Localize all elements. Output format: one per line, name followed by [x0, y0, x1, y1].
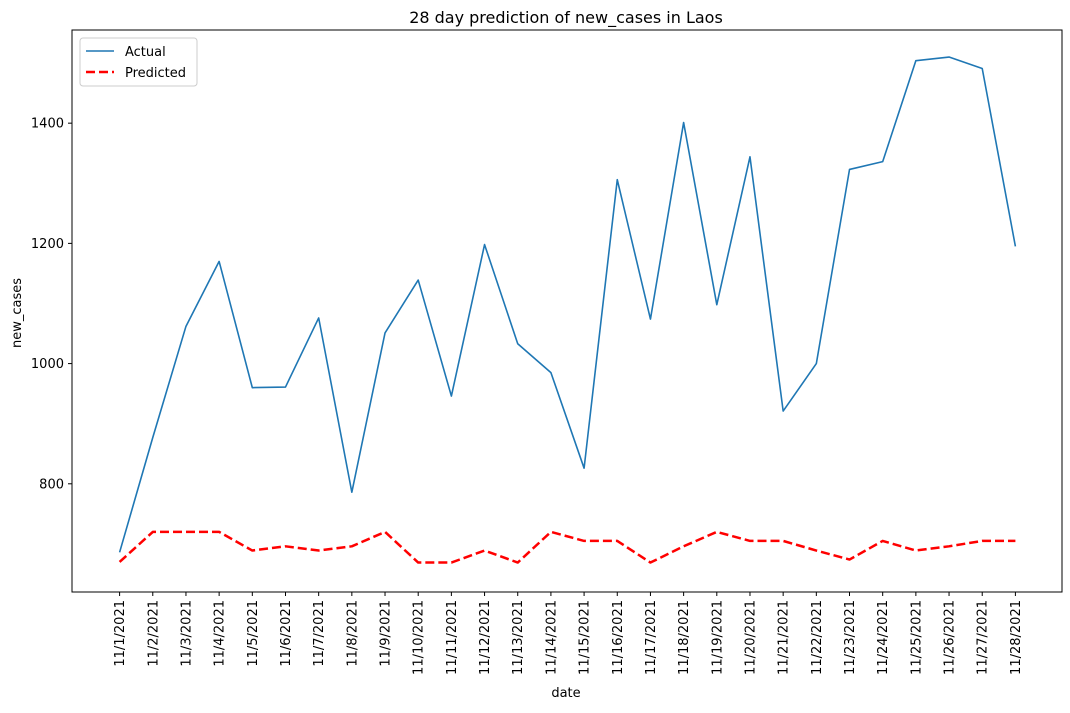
x-tick-label: 11/25/2021 — [909, 600, 924, 675]
x-tick-label: 11/14/2021 — [544, 600, 559, 675]
x-tick-label: 11/18/2021 — [677, 600, 692, 675]
x-tick-label: 11/4/2021 — [213, 600, 228, 667]
y-axis-label: new_cases — [10, 278, 25, 348]
x-tick-label: 11/28/2021 — [1009, 600, 1024, 675]
x-tick-label: 11/22/2021 — [810, 600, 825, 675]
chart-title: 28 day prediction of new_cases in Laos — [409, 8, 723, 28]
y-tick-label: 800 — [39, 477, 64, 492]
legend-label-predicted: Predicted — [125, 66, 186, 81]
legend: Actual Predicted — [79, 37, 198, 87]
legend-label-actual: Actual — [125, 45, 166, 60]
x-tick-label: 11/7/2021 — [312, 600, 327, 667]
x-tick-label: 11/16/2021 — [611, 600, 626, 675]
x-tick-label: 11/5/2021 — [246, 600, 261, 667]
x-tick-label: 11/10/2021 — [412, 600, 427, 675]
x-tick-label: 11/1/2021 — [113, 600, 128, 667]
series-line-actual — [118, 56, 1017, 553]
x-tick-label: 11/12/2021 — [478, 600, 493, 675]
x-tick-label: 11/23/2021 — [843, 600, 858, 675]
x-tick-label: 11/24/2021 — [876, 600, 891, 675]
x-tick-label: 11/26/2021 — [943, 600, 958, 675]
y-tick-label: 1000 — [31, 357, 64, 372]
x-tick-label: 11/19/2021 — [710, 600, 725, 675]
x-tick-label: 11/11/2021 — [445, 600, 460, 675]
x-tick-label: 11/15/2021 — [578, 600, 593, 675]
x-tick-label: 11/27/2021 — [976, 600, 991, 675]
series-line-predicted — [118, 530, 1016, 564]
x-tick-label: 11/3/2021 — [179, 600, 194, 667]
x-tick-label: 11/20/2021 — [743, 600, 758, 675]
x-tick-label: 11/6/2021 — [279, 600, 294, 667]
x-axis-label: date — [551, 686, 580, 701]
plot-area: 800 1000 1200 1400 11/1/2021 11/2/2021 11/3/20… — [31, 29, 1063, 675]
legend-box — [79, 37, 198, 87]
x-tick-label: 11/21/2021 — [777, 600, 792, 675]
x-tick-label: 11/13/2021 — [511, 600, 526, 675]
axes-frame — [71, 29, 1063, 593]
x-tick-label: 11/2/2021 — [146, 600, 161, 667]
y-tick-label: 1400 — [31, 117, 64, 132]
y-tick-label: 1200 — [31, 237, 64, 252]
x-tick-label: 11/8/2021 — [345, 600, 360, 667]
x-tick-label: 11/17/2021 — [644, 600, 659, 675]
x-tick-label: 11/9/2021 — [379, 600, 394, 667]
